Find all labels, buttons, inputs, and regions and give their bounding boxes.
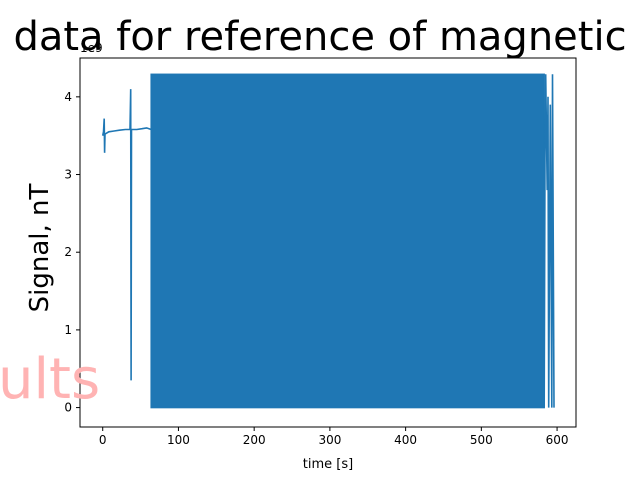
x-tick-label: 200 (243, 433, 266, 447)
overlay-text: ults (0, 347, 100, 412)
x-tick-label: 0 (99, 433, 107, 447)
x-ticks: 0 100 200 300 400 500 600 (99, 427, 569, 447)
y-tick-label: 0 (64, 401, 72, 415)
y-axis-label: Signal, nT (25, 184, 55, 313)
x-axis-label: time [s] (303, 457, 353, 472)
y-offset-label: 1e9 (80, 41, 103, 55)
x-tick-label: 600 (546, 433, 569, 447)
series-0-tail-line (543, 74, 555, 408)
y-tick-label: 3 (64, 168, 72, 182)
chart-title: data for reference of magnetic (13, 14, 626, 60)
y-tick-label: 1 (64, 323, 72, 337)
y-tick-label: 4 (64, 90, 72, 104)
series-layer (101, 73, 555, 409)
x-tick-label: 500 (470, 433, 493, 447)
series-0-dense-band (150, 73, 545, 409)
x-tick-label: 300 (318, 433, 341, 447)
x-tick-label: 100 (167, 433, 190, 447)
axes-frame (79, 57, 577, 428)
x-tick-label: 400 (394, 433, 417, 447)
series-0-initial-line (101, 89, 152, 381)
y-ticks: 0 1 2 3 4 (64, 90, 80, 415)
y-tick-label: 2 (64, 245, 72, 259)
